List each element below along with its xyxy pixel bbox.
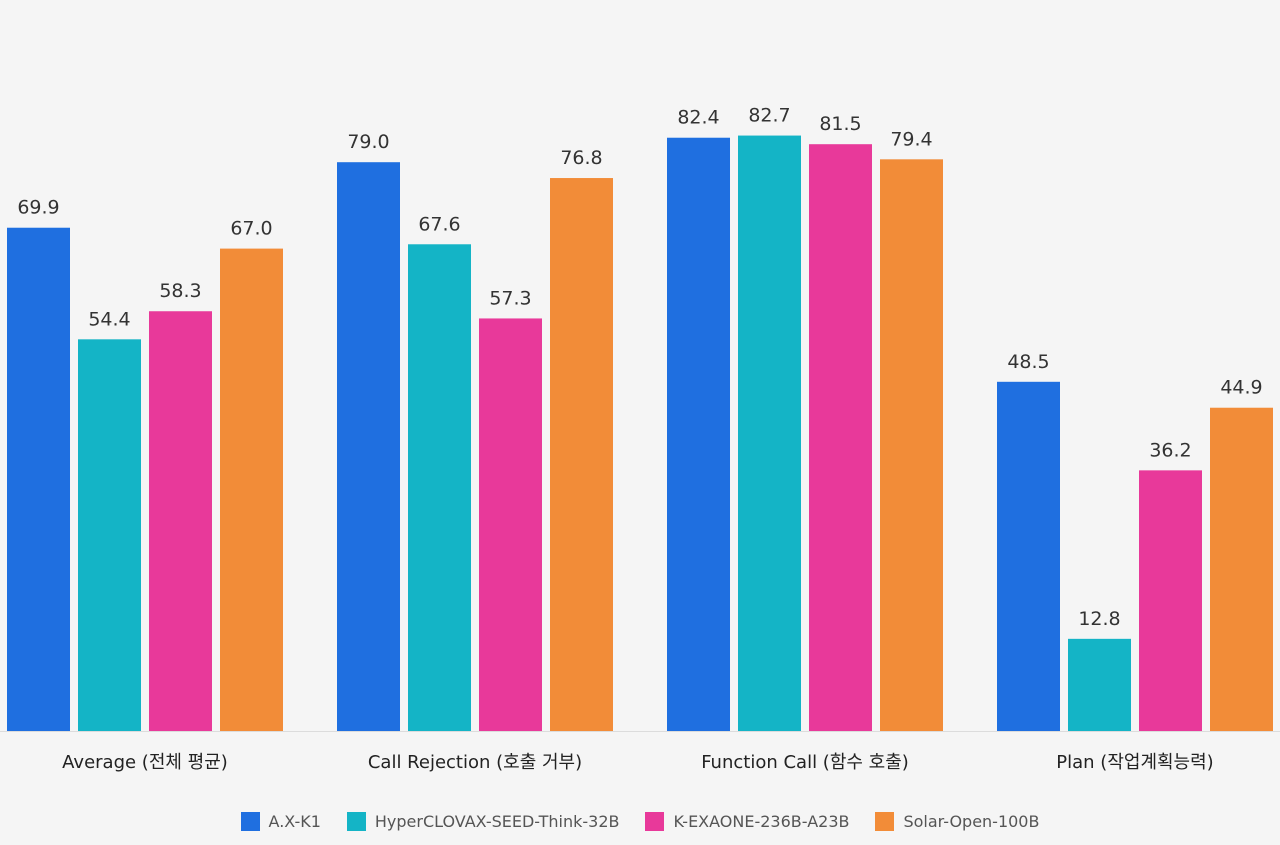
bar-a-x-k1-1	[7, 227, 70, 731]
data-label-k-exaone-236b-a23b-2: 57.3	[489, 287, 531, 309]
bar-k-exaone-236b-a23b-4	[1139, 470, 1202, 731]
legend-item-solar-open: Solar-Open-100B	[875, 812, 1039, 831]
data-label-solar-open-100b-1: 67.0	[230, 218, 272, 240]
legend-item-k-exaone: K-EXAONE-236B-A23B	[645, 812, 849, 831]
x-tick-label-2: Call Rejection (호출 거부)	[368, 752, 582, 773]
data-label-a-x-k1-1: 69.9	[17, 197, 59, 219]
data-label-k-exaone-236b-a23b-4: 36.2	[1149, 439, 1191, 461]
legend-label-hyperclovax: HyperCLOVAX-SEED-Think-32B	[374, 812, 620, 831]
bar-solar-open-100b-2	[550, 178, 613, 732]
chart-legend: A.X-K1 HyperCLOVAX-SEED-Think-32B K-EXAO…	[0, 812, 1280, 831]
legend-label-k-exaone: K-EXAONE-236B-A23B	[673, 812, 850, 831]
bar-k-exaone-236b-a23b-2	[479, 318, 542, 731]
data-label-hyperclovax-seed-think-32b-4: 12.8	[1078, 608, 1120, 630]
x-tick-label-3: Function Call (함수 호출)	[701, 752, 909, 773]
legend-swatch-solar-open	[875, 812, 895, 831]
data-label-a-x-k1-2: 79.0	[347, 131, 389, 153]
bar-chart: 69.9 54.4 58.3 67.0 Average (전체 평균) 79.0 67.6 5…	[0, 105, 1280, 773]
data-label-k-exaone-236b-a23b-1: 58.3	[159, 280, 201, 302]
bar-hyperclovax-seed-think-32b-2	[408, 244, 471, 731]
data-label-k-exaone-236b-a23b-3: 81.5	[819, 113, 861, 135]
bar-hyperclovax-seed-think-32b-1	[78, 339, 141, 731]
data-label-a-x-k1-3: 82.4	[677, 107, 719, 129]
legend-swatch-hyperclovax	[346, 812, 366, 831]
legend-label-ax-k1: A.X-K1	[268, 812, 321, 831]
data-label-solar-open-100b-4: 44.9	[1220, 377, 1262, 399]
bar-a-x-k1-4	[997, 381, 1060, 731]
data-label-a-x-k1-4: 48.5	[1007, 351, 1049, 373]
bar-solar-open-100b-4	[1210, 407, 1273, 731]
x-tick-label-1: Average (전체 평균)	[62, 752, 228, 773]
x-tick-label-4: Plan (작업계획능력)	[1056, 752, 1213, 773]
data-label-hyperclovax-seed-think-32b-3: 82.7	[748, 105, 790, 127]
legend-swatch-k-exaone	[645, 812, 665, 831]
data-label-solar-open-100b-3: 79.4	[890, 128, 932, 150]
bar-hyperclovax-seed-think-32b-4	[1068, 638, 1131, 731]
bar-a-x-k1-2	[337, 162, 400, 731]
bar-solar-open-100b-3	[880, 159, 943, 731]
bar-k-exaone-236b-a23b-3	[809, 144, 872, 731]
legend-swatch-ax-k1	[240, 812, 260, 831]
data-label-hyperclovax-seed-think-32b-1: 54.4	[88, 308, 130, 330]
data-label-solar-open-100b-2: 76.8	[560, 147, 602, 169]
legend-item-ax-k1: A.X-K1	[240, 812, 321, 831]
legend-item-hyperclovax: HyperCLOVAX-SEED-Think-32B	[346, 812, 620, 831]
bar-hyperclovax-seed-think-32b-3	[738, 135, 801, 731]
legend-label-solar-open: Solar-Open-100B	[903, 812, 1040, 831]
data-label-hyperclovax-seed-think-32b-2: 67.6	[418, 213, 460, 235]
bar-a-x-k1-3	[667, 137, 730, 732]
bar-k-exaone-236b-a23b-1	[149, 311, 212, 731]
bar-solar-open-100b-1	[220, 248, 283, 731]
